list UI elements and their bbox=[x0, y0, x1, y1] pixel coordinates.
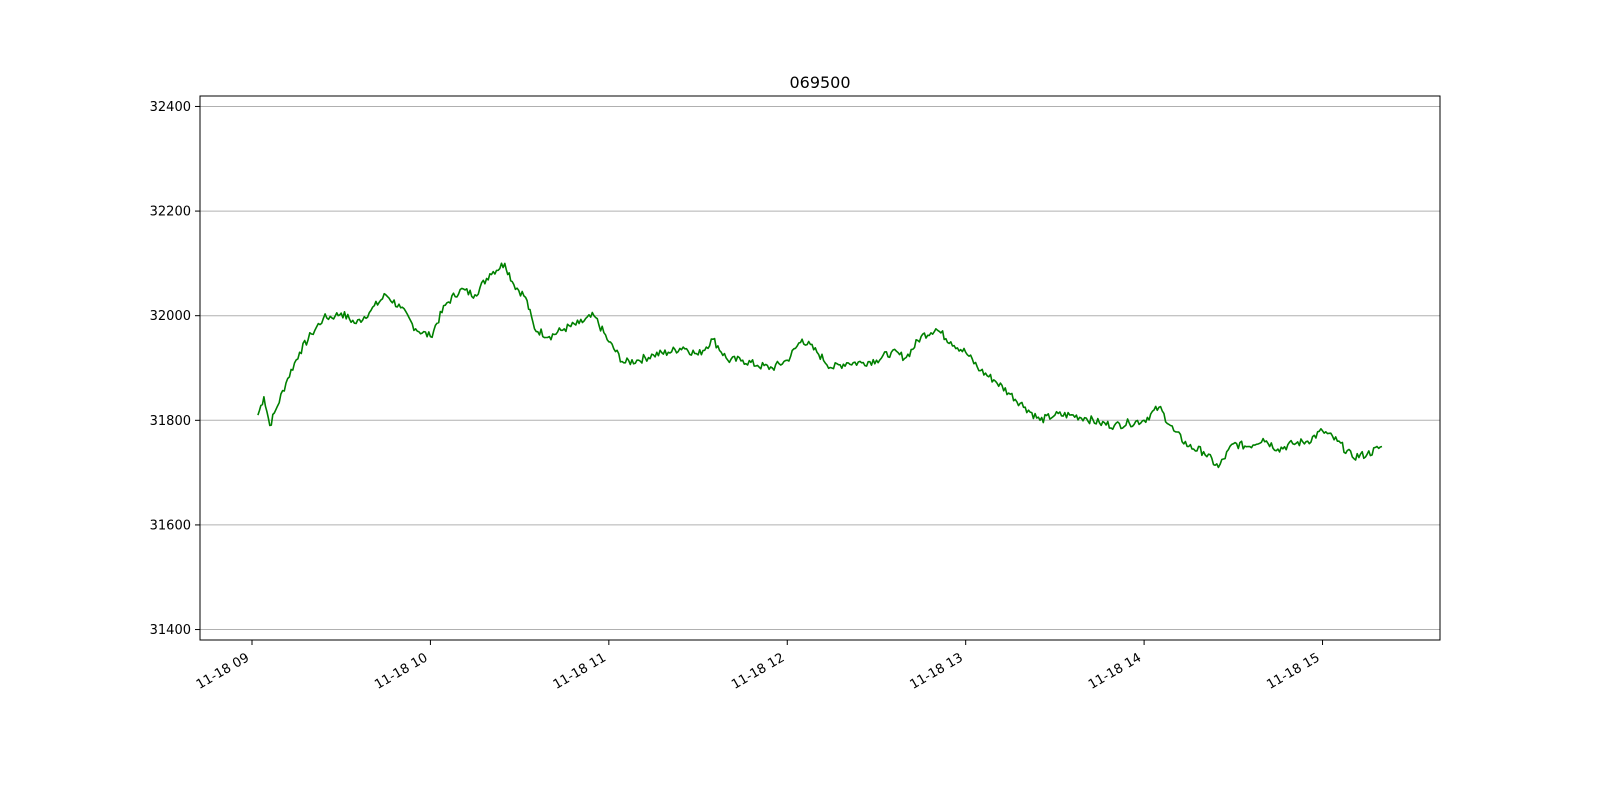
y-tick-label: 32400 bbox=[150, 100, 191, 115]
y-tick-label: 31600 bbox=[150, 518, 191, 533]
x-tick-label: 11-18 15 bbox=[1264, 650, 1322, 692]
y-tick-label: 32000 bbox=[150, 309, 191, 324]
chart-title: 069500 bbox=[789, 73, 850, 92]
y-axis: 31400 31600 31800 32000 32200 32400 bbox=[150, 100, 200, 638]
price-line bbox=[257, 262, 1383, 469]
x-tick-label: 11-18 11 bbox=[551, 650, 609, 692]
x-tick-label: 11-18 12 bbox=[729, 650, 787, 692]
y-tick-label: 32200 bbox=[150, 205, 191, 220]
x-tick-label: 11-18 09 bbox=[194, 650, 252, 692]
y-tick-label: 31400 bbox=[150, 623, 191, 638]
y-tick-label: 31800 bbox=[150, 414, 191, 429]
x-tick-label: 11-18 10 bbox=[372, 650, 430, 692]
x-axis: 11-18 09 11-18 10 11-18 11 11-18 12 11-18 13… bbox=[194, 640, 1324, 693]
x-tick-label: 11-18 13 bbox=[908, 650, 966, 692]
x-tick-label: 11-18 14 bbox=[1086, 650, 1144, 692]
plot-frame bbox=[199, 95, 1441, 641]
series-layer bbox=[257, 262, 1383, 469]
gridlines bbox=[200, 105, 1440, 631]
